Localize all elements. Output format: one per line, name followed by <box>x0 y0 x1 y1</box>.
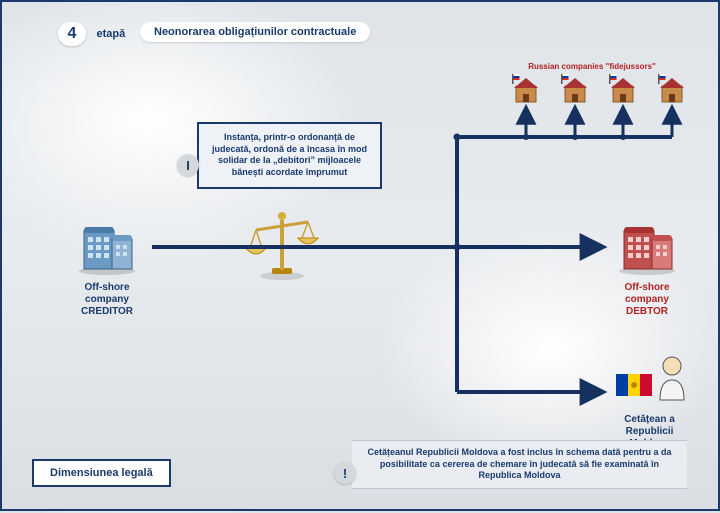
stage-title: Neonorarea obligațiunilor contractuale <box>140 22 370 42</box>
bottom-note-marker: ! <box>334 462 356 484</box>
stage-label: etapă <box>96 28 125 40</box>
stage-badge: 4 etapă <box>58 22 125 46</box>
flow-diagram-lines <box>2 2 720 513</box>
stage-number: 4 <box>58 22 86 46</box>
info-marker: I <box>177 154 199 176</box>
